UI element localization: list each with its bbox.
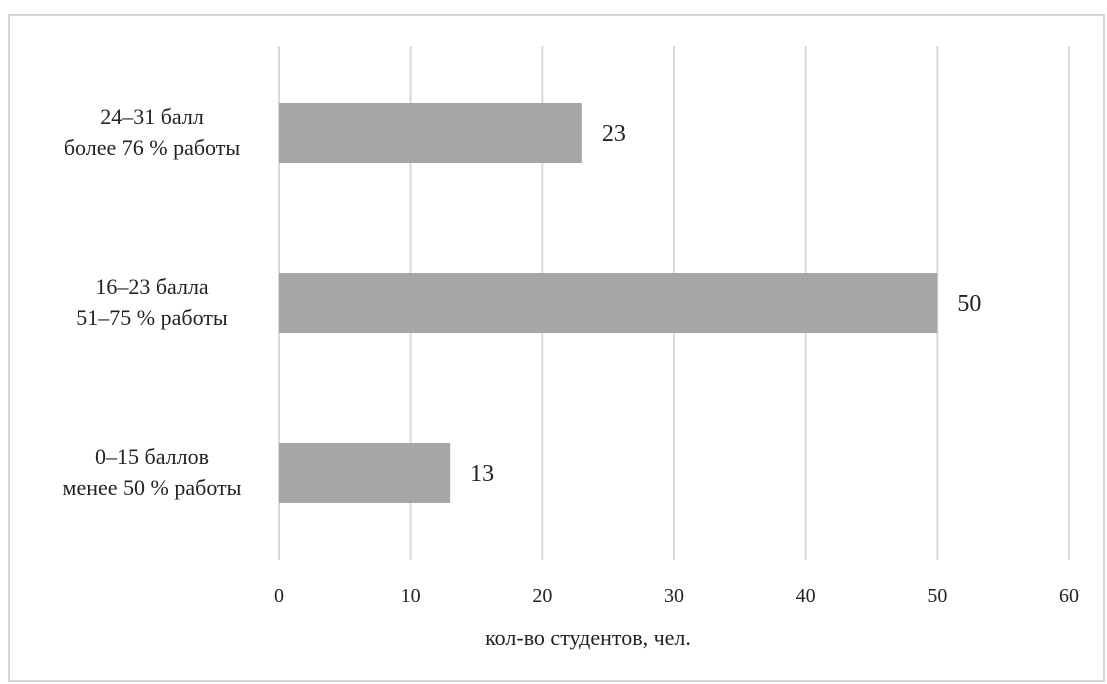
x-tick-label-50: 50 bbox=[927, 585, 947, 607]
bars bbox=[279, 103, 938, 503]
category-label-0: 24–31 балл более 76 % работы bbox=[64, 104, 241, 160]
data-labels: 23 50 13 bbox=[470, 121, 981, 487]
category-label-line: 16–23 балла bbox=[95, 274, 209, 299]
x-tick-label-20: 20 bbox=[532, 585, 552, 607]
bar-1 bbox=[279, 273, 938, 333]
x-axis-title: кол-во студентов, чел. bbox=[485, 625, 691, 650]
bar-2 bbox=[279, 443, 451, 503]
category-label-2: 0–15 баллов менее 50 % работы bbox=[63, 444, 242, 500]
data-label-1: 50 bbox=[957, 291, 981, 317]
category-label-line: 24–31 балл bbox=[100, 104, 204, 129]
category-label-line: менее 50 % работы bbox=[63, 475, 242, 500]
x-tick-label-30: 30 bbox=[664, 585, 684, 607]
data-label-2: 13 bbox=[470, 461, 494, 487]
x-tick-label-10: 10 bbox=[401, 585, 421, 607]
category-label-line: более 76 % работы bbox=[64, 135, 241, 160]
category-labels: 24–31 балл более 76 % работы 16–23 балла 51… bbox=[63, 104, 242, 500]
x-tick-label-0: 0 bbox=[274, 585, 284, 607]
x-tick-labels: 0 10 20 30 40 50 60 bbox=[274, 585, 1079, 607]
bar-0 bbox=[279, 103, 582, 163]
data-label-0: 23 bbox=[602, 121, 626, 147]
x-tick-label-60: 60 bbox=[1059, 585, 1079, 607]
category-label-1: 16–23 балла 51–75 % работы bbox=[76, 274, 228, 330]
category-label-line: 51–75 % работы bbox=[76, 305, 228, 330]
category-label-line: 0–15 баллов bbox=[95, 444, 209, 469]
x-tick-label-40: 40 bbox=[796, 585, 816, 607]
